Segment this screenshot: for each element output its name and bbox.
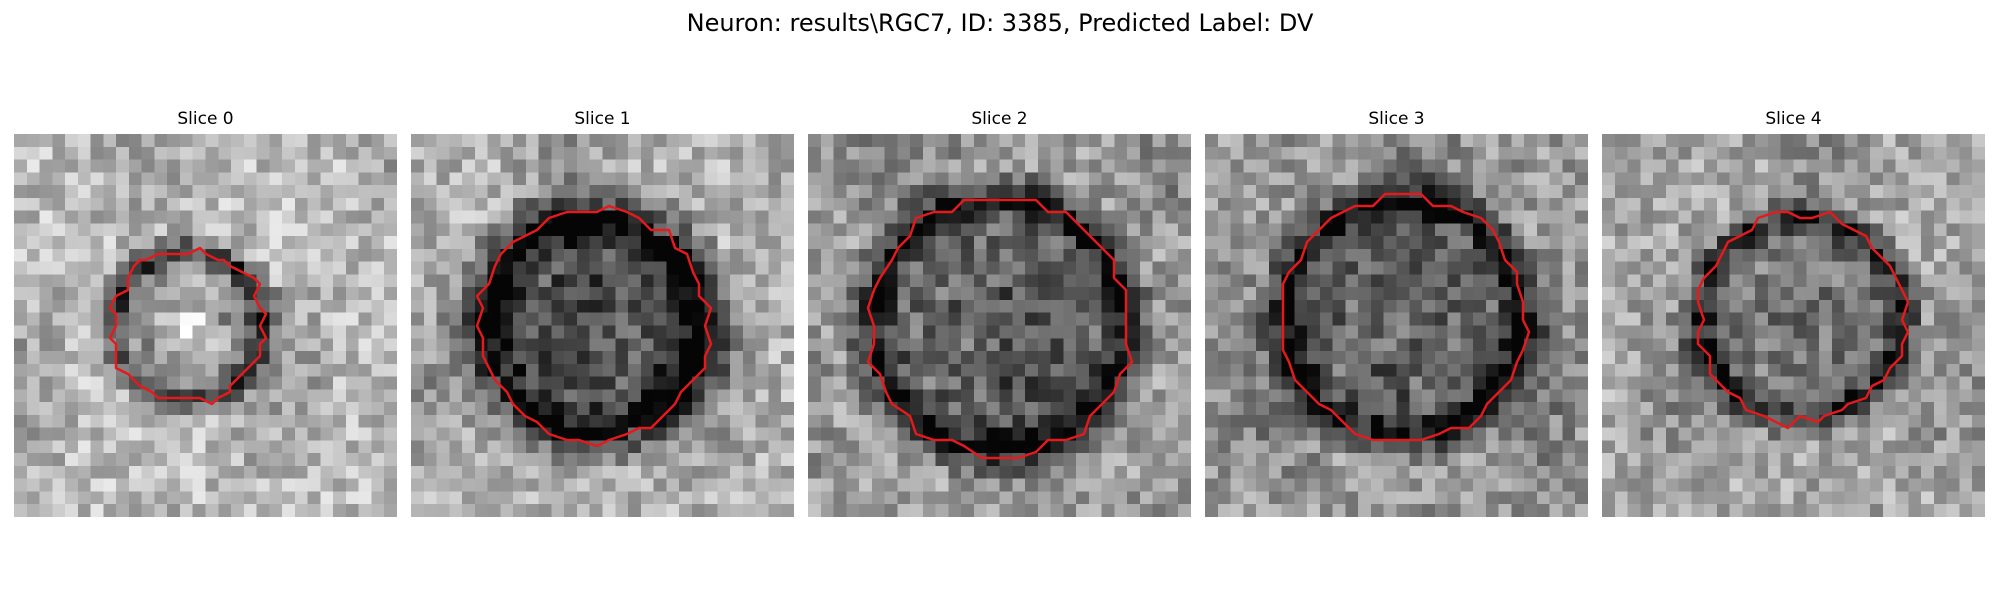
soma-contour (866, 198, 1134, 460)
microscopy-crop (14, 134, 397, 517)
slice-title-2: Slice 2 (971, 109, 1028, 129)
slice-image-3 (1205, 134, 1588, 517)
soma-contour (1281, 192, 1531, 442)
slice-panel-2: Slice 2 (808, 104, 1191, 524)
slice-title-1: Slice 1 (574, 109, 631, 129)
slice-panel-0: Slice 0 (14, 104, 397, 524)
slice-image-2 (808, 134, 1191, 517)
soma-contour (108, 246, 268, 406)
microscopy-crop (1205, 134, 1588, 517)
slice-image-1 (411, 134, 794, 517)
contour-overlay (475, 204, 713, 448)
microscopy-crop (411, 134, 794, 517)
slice-image-4 (1602, 134, 1985, 517)
contour-overlay (108, 246, 268, 406)
contour-overlay (1281, 192, 1531, 442)
figure-title: Neuron: results\RGC7, ID: 3385, Predicte… (686, 9, 1314, 37)
slice-image-0 (14, 134, 397, 517)
microscopy-crop (1602, 134, 1985, 517)
slice-title-4: Slice 4 (1765, 109, 1822, 129)
slice-panel-1: Slice 1 (411, 104, 794, 524)
soma-contour (1696, 210, 1910, 430)
soma-contour (475, 204, 713, 448)
slice-panel-4: Slice 4 (1602, 104, 1985, 524)
contour-overlay (866, 198, 1134, 460)
slice-panel-3: Slice 3 (1205, 104, 1588, 524)
slice-title-0: Slice 0 (177, 109, 234, 129)
contour-overlay (1696, 210, 1910, 430)
slice-title-3: Slice 3 (1368, 109, 1425, 129)
slice-panels: Slice 0 Slice 1 Slice 2 Slice 3 Slice 4 (14, 104, 1986, 524)
